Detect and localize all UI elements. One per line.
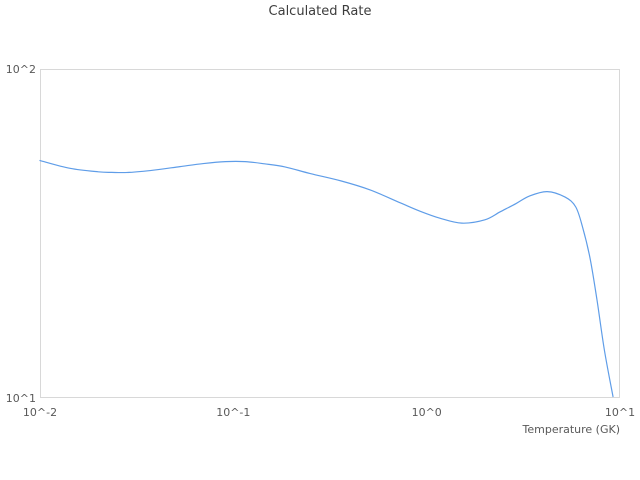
x-tick-label-1e0: 10^0 [411,406,442,419]
y-tick-label-top: 10^2 [5,63,36,76]
x-tick-label-1e-1: 10^-1 [216,406,251,419]
x-axis-title: Temperature (GK) [522,423,621,436]
x-tick-label-1e1: 10^1 [604,406,636,419]
chart-title: Calculated Rate [268,4,372,19]
x-tick-label-1e-2: 10^-2 [22,406,58,419]
plot-border [40,69,620,398]
rate-line-series [39,159,614,398]
y-tick-label-bottom: 10^1 [5,392,36,405]
